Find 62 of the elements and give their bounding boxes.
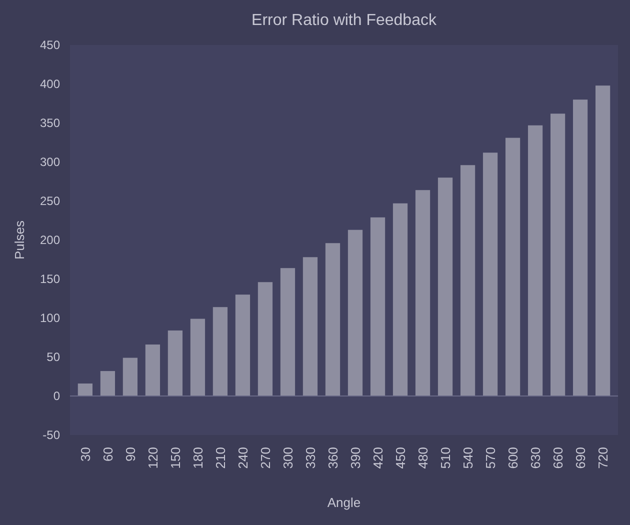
x-tick-label: 540	[460, 447, 476, 469]
y-tick-label: 50	[46, 350, 60, 364]
y-tick-label: 100	[40, 311, 60, 326]
bar	[190, 318, 206, 396]
x-tick-label: 450	[392, 447, 408, 469]
x-tick-label: 510	[438, 447, 453, 469]
bar	[78, 384, 93, 396]
bar	[325, 243, 340, 396]
bar	[258, 282, 273, 396]
x-tick-label: 90	[122, 447, 138, 462]
y-tick-label: -50	[42, 428, 60, 442]
y-tick-label: 150	[40, 272, 60, 286]
x-tick-label: 360	[325, 447, 340, 469]
bar	[212, 307, 228, 396]
bar	[528, 125, 543, 396]
x-tick-label: 180	[190, 447, 206, 469]
x-tick-label: 600	[505, 447, 520, 469]
bar	[550, 114, 566, 396]
x-tick-label: 660	[550, 447, 566, 469]
bar	[302, 257, 318, 396]
x-tick-label: 480	[415, 447, 430, 469]
bar	[392, 203, 408, 396]
bar	[460, 165, 476, 396]
y-tick-label: 450	[40, 38, 60, 52]
x-tick-label: 420	[370, 447, 386, 469]
bar	[415, 190, 430, 396]
x-tick-label: 270	[258, 447, 273, 469]
bar	[482, 152, 498, 396]
bar	[235, 294, 250, 396]
bar	[168, 330, 183, 396]
x-tick-label: 30	[78, 447, 93, 462]
bar	[595, 86, 610, 396]
chart-title: Error Ratio with Feedback	[252, 12, 438, 29]
bar	[505, 138, 520, 396]
bar	[438, 178, 453, 396]
y-tick-label: 0	[53, 389, 60, 404]
bar	[145, 344, 160, 396]
y-tick-label: 400	[40, 77, 60, 92]
bar	[572, 100, 588, 396]
y-axis-title: Pulses	[12, 220, 27, 260]
x-tick-label: 120	[145, 447, 160, 469]
bar	[122, 358, 138, 396]
y-tick-label: 250	[40, 194, 60, 208]
x-tick-label: 210	[212, 447, 228, 469]
bar	[100, 371, 116, 396]
bar	[280, 268, 296, 396]
x-tick-label: 390	[348, 447, 363, 469]
x-tick-label: 60	[100, 447, 116, 462]
x-tick-label: 330	[302, 447, 318, 469]
y-tick-label: 300	[40, 155, 60, 170]
y-tick-label: 350	[40, 116, 60, 130]
x-tick-label: 690	[572, 447, 588, 469]
bar	[370, 217, 386, 396]
x-tick-label: 630	[528, 447, 543, 469]
x-tick-label: 720	[595, 447, 610, 469]
x-axis-title: Angle	[327, 495, 361, 510]
x-tick-label: 240	[235, 447, 250, 469]
x-tick-label: 150	[168, 447, 183, 469]
x-tick-label: 570	[482, 447, 498, 469]
y-tick-label: 200	[40, 233, 60, 248]
x-tick-label: 300	[280, 447, 296, 469]
bar	[348, 230, 363, 396]
